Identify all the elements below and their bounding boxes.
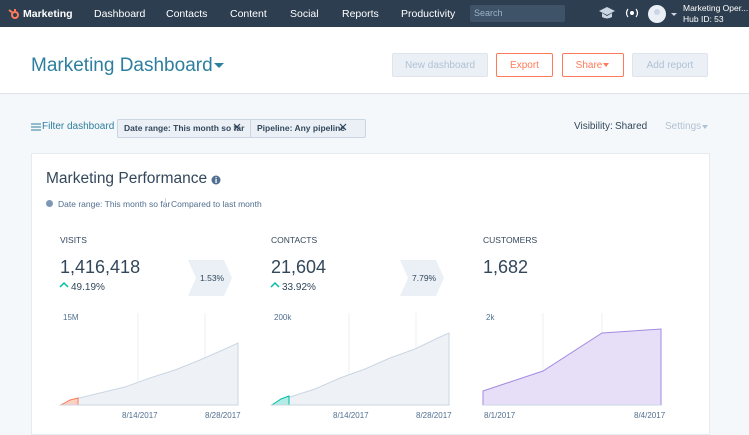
y-axis-label: 200k: [274, 313, 292, 322]
visits-area: [59, 342, 239, 406]
y-axis-label: 2k: [486, 313, 495, 322]
metric-label: CUSTOMERS: [483, 235, 538, 245]
conversion-rate: 1.53%: [200, 273, 225, 283]
logo: [8, 9, 19, 19]
x-axis-label: 8/14/2017: [122, 411, 158, 420]
x-axis-label: 8/28/2017: [416, 411, 452, 420]
hub-id: Hub ID: 53: [683, 14, 724, 24]
visibility-label: Visibility:: [574, 121, 613, 132]
avatar[interactable]: [647, 4, 679, 24]
dashboard-title[interactable]: Marketing Dashboard: [31, 55, 213, 76]
info-icon[interactable]: [211, 175, 221, 185]
share-caret: [603, 63, 609, 67]
new-dashboard-button[interactable]: New dashboard: [392, 53, 488, 77]
nav-item[interactable]: Content: [230, 8, 267, 20]
filter-chip[interactable]: Date range: This month so far: [117, 119, 266, 138]
notifications-icon[interactable]: [623, 6, 641, 20]
settings-caret: [702, 125, 708, 129]
academy-icon[interactable]: [598, 6, 616, 20]
metric-label: CONTACTS: [271, 235, 318, 245]
title-caret[interactable]: [213, 62, 225, 70]
conversion-arrow: [400, 260, 444, 296]
charts: [59, 260, 662, 406]
brand[interactable]: Marketing: [23, 8, 73, 20]
filter-chip[interactable]: Pipeline: Any pipeline: [250, 119, 367, 138]
export-button[interactable]: Export: [496, 53, 553, 77]
nav-item[interactable]: Reports: [342, 8, 379, 20]
nav-item[interactable]: Contacts: [166, 8, 208, 20]
x-axis-label: 8/14/2017: [333, 411, 369, 420]
card-title: Marketing Performance: [46, 170, 208, 187]
header: Marketing Dashboard New dashboard Export…: [0, 27, 749, 94]
add-report-button[interactable]: Add report: [632, 53, 708, 77]
divider: [165, 198, 166, 208]
chip-remove[interactable]: [233, 123, 241, 131]
customers-area: [482, 328, 662, 406]
conversion-rate: 7.79%: [412, 273, 437, 283]
nav-item[interactable]: Social: [290, 8, 319, 20]
visits-previous-area: [59, 397, 79, 406]
top-nav: Marketing Dashboard Contacts Content Social…: [0, 0, 749, 27]
info-icon-small: [46, 200, 53, 207]
x-axis-label: 8/1/2017: [484, 411, 516, 420]
x-axis-label: 8/4/2017: [634, 411, 666, 420]
nav-item[interactable]: Dashboard: [94, 8, 146, 20]
metric-value: 21,604: [271, 257, 327, 277]
metric-value: 1,416,418: [60, 257, 141, 277]
contacts-area: [270, 332, 450, 406]
chip-remove[interactable]: [339, 123, 347, 131]
filter-link[interactable]: Filter dashboard: [42, 121, 115, 132]
metric-label: VISITS: [60, 235, 87, 245]
metric-value: 1,682: [483, 257, 529, 277]
visibility-value[interactable]: Shared: [615, 121, 648, 132]
date-range: Date range: This month so far: [58, 199, 171, 209]
x-axis-label: 8/28/2017: [205, 411, 241, 420]
metric-change: 49.19%: [71, 282, 105, 293]
contacts-previous-area: [270, 395, 290, 406]
conversion-arrow: [188, 260, 232, 296]
filter-icon: [31, 123, 41, 131]
share-button[interactable]: Share: [562, 53, 624, 77]
settings-dropdown[interactable]: Settings: [665, 121, 702, 132]
nav-item[interactable]: Productivity: [401, 8, 456, 20]
change-up-icon: [59, 281, 280, 288]
search-box[interactable]: Search: [470, 5, 565, 22]
comparison: Compared to last month: [171, 199, 262, 209]
y-axis-label: 15M: [63, 313, 79, 322]
user-name: Marketing Oper...: [683, 3, 749, 13]
metric-change: 33.92%: [282, 282, 316, 293]
